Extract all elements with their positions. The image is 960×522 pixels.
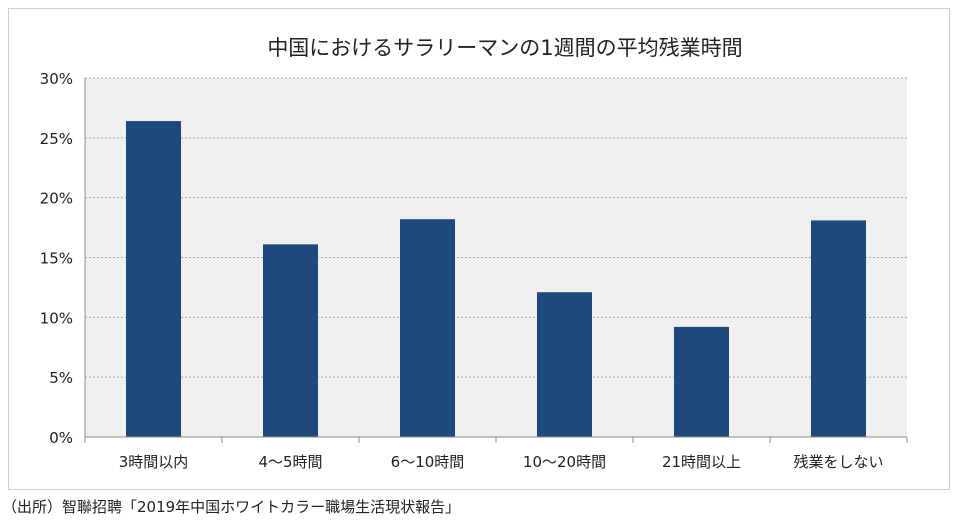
x-tick-label: 4～5時間 [258,453,322,471]
bar [400,219,455,437]
bar [126,121,181,437]
x-tick-label: 10～20時間 [523,453,606,471]
x-tick-label: 3時間以内 [119,453,189,471]
y-tick-label: 25% [40,130,73,148]
bar [674,326,729,437]
bar [811,220,866,437]
x-axis [84,78,908,443]
plot-area [85,78,907,437]
y-tick-label: 10% [40,309,73,327]
chart-frame: 中国におけるサラリーマンの1週間の平均残業時間 0% 5% 10% 15% 20% 25%… [8,8,950,490]
bar [537,292,592,437]
y-tick-label: 0% [49,429,73,447]
x-tick-label: 6～10時間 [391,453,465,471]
y-tick-label: 5% [49,369,73,387]
y-axis-ticks: 0% 5% 10% 15% 20% 25% 30% [40,70,73,447]
y-tick-label: 30% [40,70,73,88]
x-axis-ticks: 3時間以内 4～5時間 6～10時間 10～20時間 21時間以上 残業をしない [119,453,884,471]
x-tick-label: 21時間以上 [662,453,741,471]
chart-title: 中国におけるサラリーマンの1週間の平均残業時間 [267,36,742,60]
bar-chart: 中国におけるサラリーマンの1週間の平均残業時間 0% 5% 10% 15% 20% 25%… [40,36,908,471]
y-tick-label: 15% [40,250,73,268]
bar [263,244,318,437]
bars [126,121,866,437]
source-note: （出所）智聯招聘「2019年中国ホワイトカラー職場生活現状報告」 [2,498,461,516]
y-tick-label: 20% [40,190,73,208]
x-tick-label: 残業をしない [793,453,883,471]
gridlines [85,77,907,378]
